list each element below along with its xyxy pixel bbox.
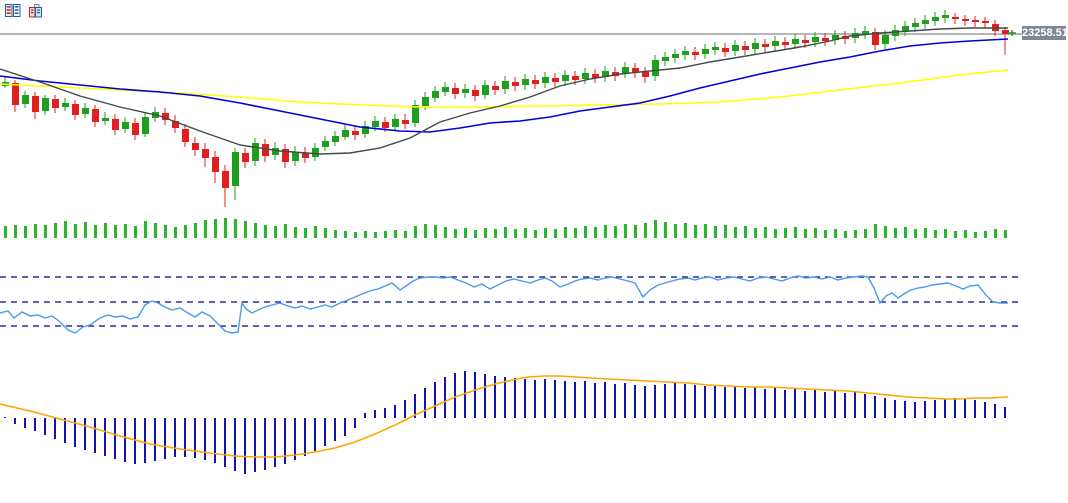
copy-chart-button[interactable] [27,3,44,18]
ma-mid-blue [0,38,1009,133]
volume-pane [4,218,1007,238]
copy-chart-icon [29,3,42,17]
last-tick-marker [1008,30,1016,36]
oscillator-pane [0,275,1020,334]
toolbar [4,3,44,18]
ma-fast-dark [0,27,1008,155]
macd-pane [0,371,1009,474]
price-pane [0,10,1022,207]
current-price-label: 23258.51 [1022,26,1068,40]
tiled-report-icon [4,4,20,17]
tiled-report-button[interactable] [4,3,21,18]
candlestick-series [2,10,1009,207]
